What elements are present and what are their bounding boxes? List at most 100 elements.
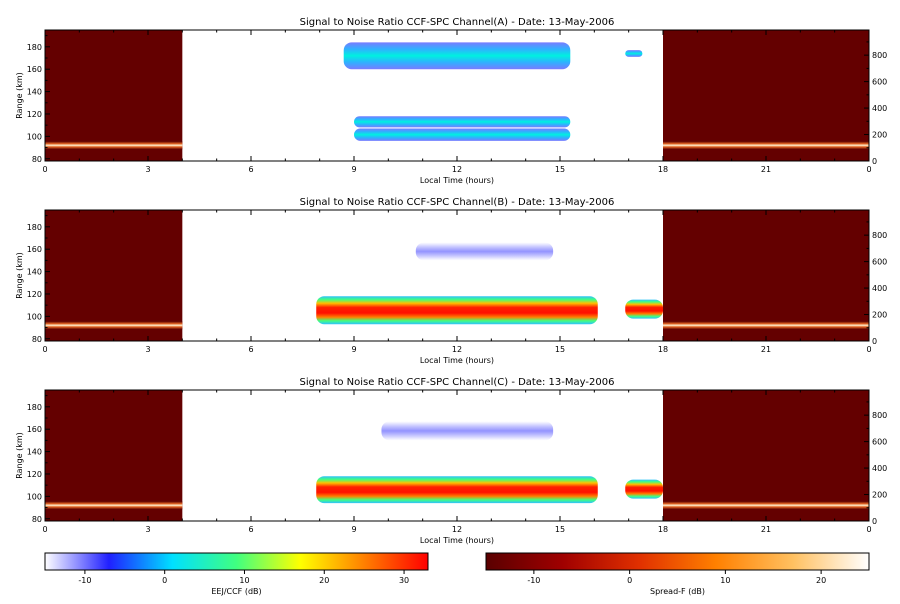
y-tick-label: 80 xyxy=(32,515,42,524)
y-tick-label: 100 xyxy=(27,492,42,501)
echo-region-low xyxy=(343,42,571,70)
colorbar-eej: -10 0 10 20 30 EEJ/CCF (dB) xyxy=(44,552,429,596)
y-tick-label: 180 xyxy=(27,223,42,232)
x-tick-label: 6 xyxy=(248,345,253,354)
y-tick-label: 180 xyxy=(27,403,42,412)
colorbar-tick-label: -10 xyxy=(78,576,91,585)
x-tick-label: 6 xyxy=(248,525,253,534)
y-tick-label: 120 xyxy=(27,470,42,479)
spread-f-trace xyxy=(45,321,183,330)
panel-marks xyxy=(45,210,869,341)
echo-region-low xyxy=(354,116,571,128)
panel-channel-b: Signal to Noise Ratio CCF-SPC Channel(B)… xyxy=(15,197,887,365)
x-tick-label: 18 xyxy=(658,165,668,174)
y-axis-label: Range (km) xyxy=(15,252,24,299)
x-tick-label: 0 xyxy=(42,165,47,174)
spread-f-window xyxy=(663,390,869,521)
panel-channel-c: Signal to Noise Ratio CCF-SPC Channel(C)… xyxy=(15,377,887,545)
spread-f-window xyxy=(45,210,183,341)
x-tick-label: 12 xyxy=(452,345,462,354)
colorbar-tick-label: 20 xyxy=(319,576,329,585)
y-tick-label: 120 xyxy=(27,110,42,119)
colorbar-tick-label: 10 xyxy=(720,576,730,585)
y2-axis: 0 200 400 600 800 xyxy=(864,221,887,346)
panel-channel-a: Signal to Noise Ratio CCF-SPC Channel(A)… xyxy=(15,17,887,185)
y-tick-label: 80 xyxy=(32,335,42,344)
y-tick-label: 140 xyxy=(27,88,42,97)
colorbar-tick-label: 10 xyxy=(239,576,249,585)
x-tick-label: 0 xyxy=(42,345,47,354)
y2-tick-label: 200 xyxy=(872,311,887,320)
y-axis-label: Range (km) xyxy=(15,72,24,119)
spread-f-window xyxy=(45,390,183,521)
panel-title: Signal to Noise Ratio CCF-SPC Channel(A)… xyxy=(300,17,615,28)
echo-region-low xyxy=(625,50,643,57)
spread-f-trace xyxy=(663,321,869,330)
x-tick-label: 0 xyxy=(42,525,47,534)
panel-marks xyxy=(45,30,869,161)
echo-region-faint xyxy=(381,421,554,441)
y2-tick-label: 800 xyxy=(872,51,887,60)
spread-f-window xyxy=(663,30,869,161)
y-axis: 80 100 120 140 160 180 xyxy=(27,35,50,164)
x-axis-label: Local Time (hours) xyxy=(420,356,494,365)
echo-region-high xyxy=(316,296,598,325)
colorbar-label: Spread-F (dB) xyxy=(650,587,705,596)
echo-region-high xyxy=(316,476,598,504)
x-tick-label: 0 xyxy=(866,165,871,174)
x-tick-label: 9 xyxy=(351,345,356,354)
y-tick-label: 160 xyxy=(27,65,42,74)
echo-region-high xyxy=(625,299,663,319)
colorbar-gradient xyxy=(485,552,870,571)
x-tick-label: 6 xyxy=(248,165,253,174)
x-tick-label: 18 xyxy=(658,525,668,534)
x-tick-label: 18 xyxy=(658,345,668,354)
y2-tick-label: 0 xyxy=(872,337,877,346)
echo-region-high xyxy=(625,479,663,499)
x-axis: 0 3 6 9 12 15 18 21 0 xyxy=(42,30,872,174)
spread-f-window xyxy=(45,30,183,161)
y2-tick-label: 400 xyxy=(872,284,887,293)
x-axis: 0 3 6 9 12 15 18 21 0 xyxy=(42,390,872,534)
panel-title: Signal to Noise Ratio CCF-SPC Channel(C)… xyxy=(300,377,615,388)
y-axis: 80 100 120 140 160 180 xyxy=(27,215,50,344)
spread-f-trace xyxy=(45,141,183,150)
x-tick-label: 21 xyxy=(761,165,771,174)
spread-f-trace xyxy=(663,501,869,510)
spread-f-trace xyxy=(663,141,869,150)
y2-tick-label: 600 xyxy=(872,438,887,447)
colorbar-ticks: -10 0 10 20 xyxy=(527,570,826,585)
spread-f-window xyxy=(663,210,869,341)
spread-f-trace xyxy=(45,501,183,510)
x-tick-label: 3 xyxy=(145,525,150,534)
x-tick-label: 15 xyxy=(555,525,565,534)
y-tick-label: 180 xyxy=(27,43,42,52)
y2-tick-label: 600 xyxy=(872,78,887,87)
y-tick-label: 160 xyxy=(27,425,42,434)
y-tick-label: 100 xyxy=(27,132,42,141)
y2-axis: 0 200 400 600 800 xyxy=(864,41,887,166)
x-tick-label: 3 xyxy=(145,345,150,354)
x-tick-label: 12 xyxy=(452,165,462,174)
colorbar-gradient xyxy=(44,552,429,571)
x-tick-label: 0 xyxy=(866,345,871,354)
y2-tick-label: 0 xyxy=(872,517,877,526)
x-tick-label: 0 xyxy=(866,525,871,534)
x-tick-label: 15 xyxy=(555,165,565,174)
x-tick-label: 15 xyxy=(555,345,565,354)
y-tick-label: 140 xyxy=(27,268,42,277)
y2-tick-label: 200 xyxy=(872,131,887,140)
colorbar-ticks: -10 0 10 20 30 xyxy=(78,570,409,585)
x-tick-label: 21 xyxy=(761,345,771,354)
x-tick-label: 9 xyxy=(351,525,356,534)
y-tick-label: 140 xyxy=(27,448,42,457)
y2-tick-label: 0 xyxy=(872,157,877,166)
panel-title: Signal to Noise Ratio CCF-SPC Channel(B)… xyxy=(300,197,615,208)
colorbar-tick-label: 0 xyxy=(627,576,632,585)
colorbar-tick-label: 0 xyxy=(162,576,167,585)
x-tick-label: 12 xyxy=(452,525,462,534)
colorbar-label: EEJ/CCF (dB) xyxy=(211,587,261,596)
echo-region-faint xyxy=(415,242,554,261)
